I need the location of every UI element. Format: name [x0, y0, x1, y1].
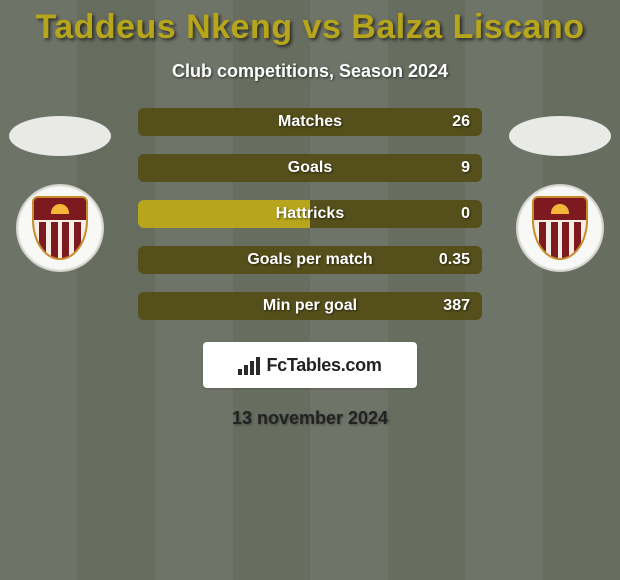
stat-row: Min per goal387: [138, 292, 482, 320]
club-badge-left: [16, 184, 104, 272]
shield-icon: [532, 196, 588, 260]
stat-value-right: 0: [412, 205, 482, 223]
stat-value-right: 9: [412, 159, 482, 177]
main-row: Matches26 Goals9 Hattricks0 Goals per match…: [0, 108, 620, 320]
brand-box: FcTables.com: [203, 342, 417, 388]
stat-label: Hattricks: [208, 205, 412, 223]
stat-label: Matches: [208, 113, 412, 131]
stat-value-right: 387: [412, 297, 482, 315]
stat-label: Min per goal: [208, 297, 412, 315]
player-right-silhouette: [509, 116, 611, 156]
date-label: 13 november 2024: [0, 408, 620, 429]
stat-value-right: 26: [412, 113, 482, 131]
stat-row: Hattricks0: [138, 200, 482, 228]
content: Taddeus Nkeng vs Balza Liscano Club comp…: [0, 0, 620, 429]
stat-label: Goals per match: [208, 251, 412, 269]
club-badge-right: [516, 184, 604, 272]
brand-text: FcTables.com: [266, 355, 381, 376]
shield-icon: [32, 196, 88, 260]
stat-row: Goals per match0.35: [138, 246, 482, 274]
page-title: Taddeus Nkeng vs Balza Liscano: [0, 8, 620, 47]
stat-label: Goals: [208, 159, 412, 177]
stat-row: Goals9: [138, 154, 482, 182]
player-right-col: [500, 108, 620, 272]
bars-icon: [238, 355, 260, 375]
stats-list: Matches26 Goals9 Hattricks0 Goals per match…: [120, 108, 500, 320]
player-left-col: [0, 108, 120, 272]
stat-row: Matches26: [138, 108, 482, 136]
player-left-silhouette: [9, 116, 111, 156]
subtitle: Club competitions, Season 2024: [0, 61, 620, 82]
stat-value-right: 0.35: [412, 251, 482, 269]
